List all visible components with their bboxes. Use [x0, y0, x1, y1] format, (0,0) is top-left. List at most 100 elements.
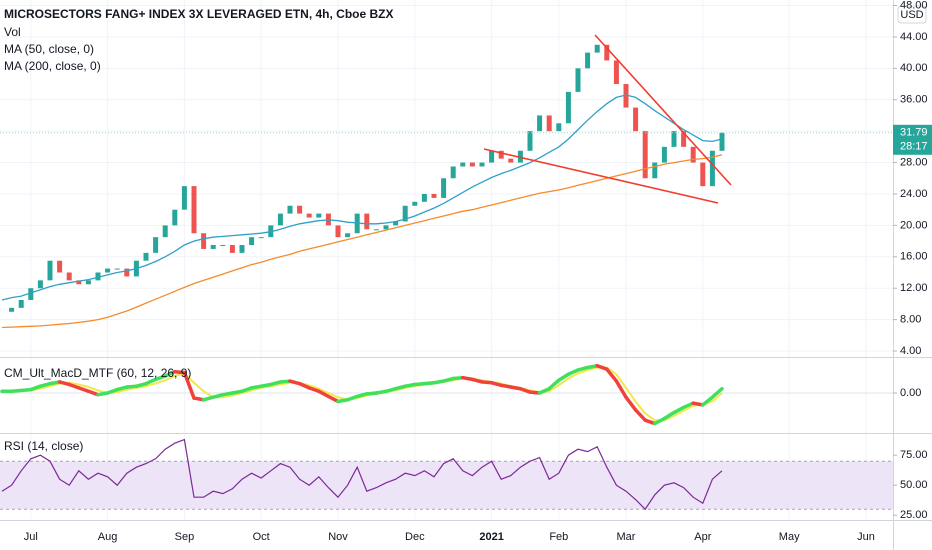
candle [623, 84, 629, 108]
y-tick-label: 16.00 [900, 251, 928, 263]
x-tick-label: Apr [694, 531, 711, 543]
candle [181, 186, 187, 210]
candle [556, 123, 562, 132]
candle [37, 280, 43, 289]
candle [201, 233, 207, 249]
y-tick-label: 50.00 [900, 479, 928, 491]
candle [220, 245, 226, 247]
candle [709, 150, 715, 187]
x-tick-label: Feb [549, 531, 568, 543]
candle [143, 252, 149, 261]
candle [489, 150, 495, 163]
macd-segment [624, 395, 638, 412]
y-tick-label: 12.00 [900, 282, 928, 294]
candle [57, 260, 63, 273]
y-tick-label: 44.00 [900, 31, 928, 43]
y-tick-label: 20.00 [900, 219, 928, 231]
legend-entry: MA (200, close, 0) [4, 59, 101, 73]
candle [47, 260, 53, 281]
candle [642, 131, 648, 179]
macd-segment [614, 379, 628, 399]
candle [700, 162, 706, 187]
candle [345, 233, 351, 238]
candle [402, 205, 408, 222]
x-tick-label: Aug [98, 531, 118, 543]
macd-segment [633, 408, 647, 422]
y-tick-label: 40.00 [900, 62, 928, 74]
candle [441, 178, 447, 198]
candle [661, 146, 667, 163]
macd-segment [710, 386, 724, 399]
x-tick-label: Dec [405, 531, 425, 543]
y-tick-label: 4.00 [900, 345, 921, 357]
candle [537, 115, 543, 132]
y-tick-label: 8.00 [900, 314, 921, 326]
macd-segment [326, 394, 340, 404]
candle [421, 193, 427, 202]
candle [469, 162, 475, 167]
x-tick-label: Nov [328, 531, 348, 543]
macd-segment [672, 405, 686, 415]
indicator-title: CM_Ult_MacD_MTF (60, 12, 26, 9) [4, 366, 191, 380]
candle [431, 193, 437, 198]
candle [210, 245, 216, 249]
macd-segment [653, 416, 667, 426]
candle [585, 52, 591, 69]
candle [229, 245, 235, 253]
candle [508, 158, 514, 163]
trend-line[interactable] [483, 148, 719, 204]
candle [460, 162, 466, 167]
candle [249, 237, 255, 246]
currency-badge[interactable] [897, 5, 927, 24]
y-tick-label: 0.00 [900, 387, 921, 399]
symbol-title: MICROSECTORS FANG+ INDEX 3X LEVERAGED ET… [4, 7, 394, 21]
candle [335, 225, 341, 238]
last-price: 31.79 [900, 127, 928, 139]
candle [239, 245, 245, 253]
candle [191, 186, 197, 234]
candle [613, 60, 619, 85]
candle [479, 162, 485, 167]
currency: USD [900, 9, 923, 21]
candle [76, 280, 82, 285]
y-tick-label: 25.00 [900, 509, 928, 521]
candle [373, 229, 379, 231]
macd-segment [605, 367, 619, 383]
y-tick-label: 36.00 [900, 94, 928, 106]
candle [690, 146, 696, 163]
candle [719, 132, 725, 151]
candle [681, 131, 687, 147]
candle [412, 201, 418, 206]
candle [652, 162, 658, 179]
candle [604, 44, 610, 61]
candle [9, 307, 15, 312]
candle [575, 68, 581, 92]
candle [124, 268, 130, 277]
x-tick-label: Oct [253, 531, 270, 543]
trend-line[interactable] [594, 34, 732, 186]
candle [546, 115, 552, 132]
candle [633, 107, 639, 132]
candle [114, 268, 120, 270]
candle [162, 225, 168, 238]
candle [172, 209, 178, 226]
y-tick-label: 24.00 [900, 188, 928, 200]
candle [258, 237, 264, 239]
labels: MICROSECTORS FANG+ INDEX 3X LEVERAGED ET… [4, 0, 932, 543]
y-tick-label: 48.00 [900, 0, 928, 11]
candle [277, 213, 283, 226]
rsi-band [0, 461, 893, 510]
candle [105, 268, 111, 273]
x-tick-label: 2021 [479, 531, 503, 543]
candle [66, 272, 72, 281]
candle [306, 213, 312, 218]
bar-countdown: 28:17 [900, 141, 928, 153]
macd-segment [701, 395, 715, 407]
candle [316, 213, 322, 218]
indicator-title: RSI (14, close) [4, 439, 83, 453]
macd-segment [182, 370, 196, 400]
candle [383, 225, 389, 230]
x-tick-label: Sep [175, 531, 195, 543]
candle [565, 91, 571, 124]
x-tick-label: Jul [24, 531, 38, 543]
